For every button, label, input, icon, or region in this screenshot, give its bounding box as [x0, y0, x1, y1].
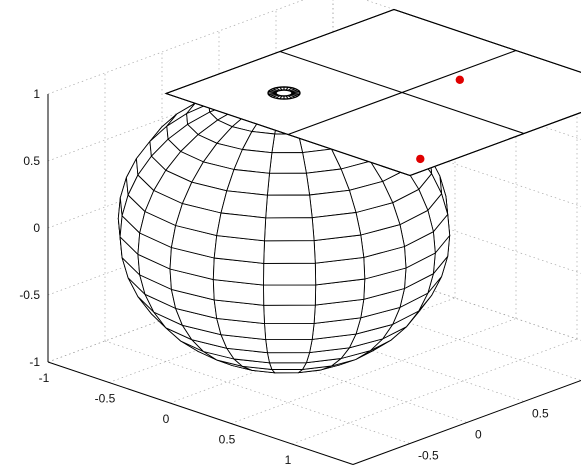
sphere-face	[266, 352, 311, 364]
sphere-face	[264, 322, 315, 341]
y-tick-label: 0.5	[532, 407, 549, 421]
tangent-plane-gridline-y	[165, 92, 411, 177]
x-axis-line	[47, 361, 354, 465]
x-tick-label: 0.5	[219, 433, 236, 447]
sphere-face	[265, 194, 313, 219]
pole-cluster-line	[291, 90, 300, 93]
sphere-face	[269, 362, 307, 370]
pole-cluster-line	[291, 93, 300, 96]
data-point	[416, 154, 425, 164]
tangent-plane-gridline-y	[393, 8, 581, 73]
pole-cluster-line	[290, 93, 299, 97]
sphere-face	[265, 338, 313, 354]
pole-cluster-line	[269, 93, 278, 97]
y-axis-line	[352, 379, 581, 465]
z-tick-label: 1	[33, 87, 40, 101]
grid-line-x-floor	[230, 318, 517, 424]
sphere-face	[266, 172, 311, 196]
z-tick-label: -0.5	[19, 288, 40, 302]
x-tick-label: 0	[163, 412, 170, 426]
sphere-face	[263, 284, 317, 306]
grid-line-x-floor	[291, 338, 578, 445]
z-tick-label: 0.5	[23, 154, 40, 168]
tangent-plane-gridline-y	[279, 50, 525, 135]
tangent-plane	[164, 8, 581, 177]
pole-cluster-inner	[275, 89, 293, 97]
axes-box	[47, 94, 581, 465]
x-tick-label: -0.5	[95, 392, 116, 406]
markers	[267, 75, 464, 164]
x-tick-label: 1	[285, 453, 292, 467]
x-tick-label: -1	[39, 371, 50, 385]
grid-line-z-left	[47, 0, 305, 95]
pole-cluster-line	[290, 89, 299, 93]
sphere-face	[263, 240, 316, 264]
pole-cluster-outer	[267, 86, 301, 100]
pole-cluster-line	[269, 89, 278, 93]
y-tick-label: -0.5	[418, 449, 439, 463]
pole-cluster-line	[268, 93, 277, 96]
sphere-face	[264, 217, 315, 242]
y-tick-label: -1	[361, 470, 372, 472]
tick-labels: -1-0.500.511.5-1-0.500.511.5-1-0.500.51	[19, 87, 549, 472]
y-tick-label: 0	[475, 428, 482, 442]
sphere-face	[263, 262, 317, 286]
z-tick-label: -1	[29, 355, 40, 369]
pole-cluster-line	[268, 90, 277, 93]
sphere-face	[216, 212, 267, 242]
z-tick-label: 0	[33, 221, 40, 235]
sphere-face	[269, 152, 307, 174]
data-point	[455, 75, 464, 85]
sphere-face	[263, 304, 316, 325]
